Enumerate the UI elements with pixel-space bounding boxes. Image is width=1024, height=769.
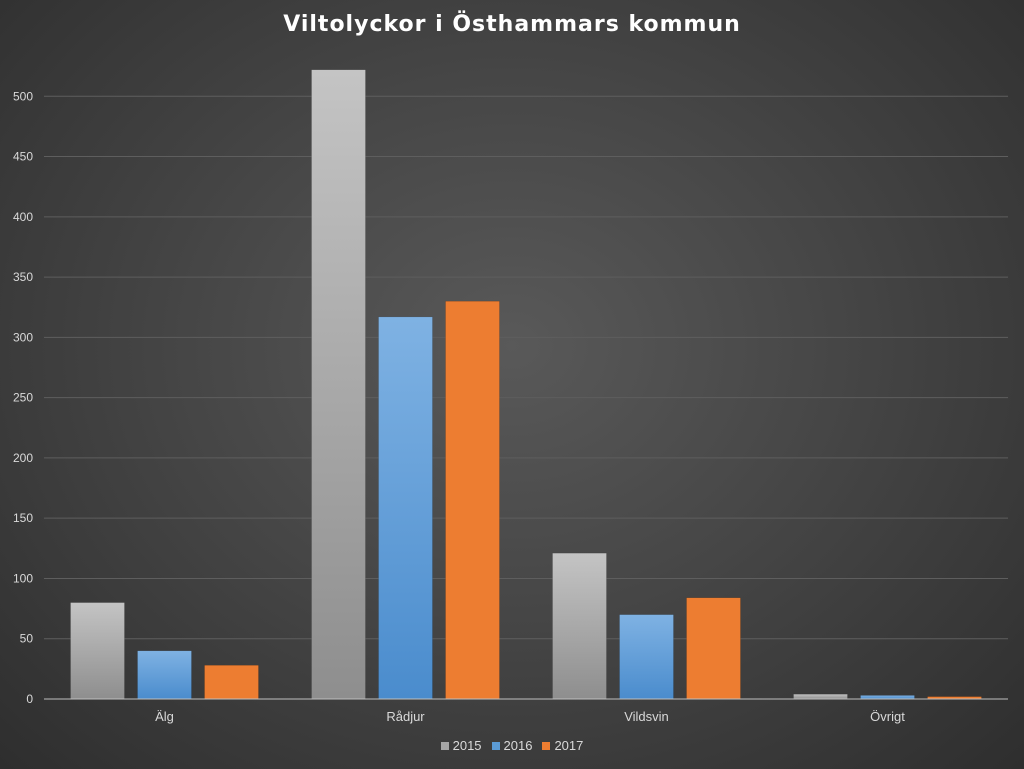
legend-label: 2015	[452, 738, 482, 753]
bars	[70, 69, 982, 700]
legend-swatch	[491, 741, 500, 750]
bar-2017-1	[445, 300, 500, 700]
bar-2015-1	[311, 69, 366, 700]
category-labels: Älg Rådjur Vildsvin Övrigt	[155, 709, 905, 724]
legend-item: 2016	[491, 738, 533, 753]
y-tick-label: 0	[26, 692, 33, 706]
y-tick-label: 150	[13, 511, 33, 525]
y-tick-label: 250	[13, 391, 33, 405]
y-tick-label: 400	[13, 210, 33, 224]
legend: 2015 2016 2017	[0, 738, 1024, 753]
bar-2016-3	[860, 695, 915, 700]
legend-item: 2017	[542, 738, 583, 753]
bar-2015-2	[552, 552, 607, 700]
y-tick-label: 300	[13, 330, 33, 344]
bar-2017-0	[204, 664, 259, 700]
bar-2015-0	[70, 602, 125, 700]
category-label: Övrigt	[870, 709, 905, 724]
chart-title: Viltolyckor i Östhammars kommun	[283, 12, 741, 37]
legend-label: 2016	[503, 738, 533, 753]
category-label: Vildsvin	[624, 709, 669, 724]
category-label: Rådjur	[386, 709, 425, 724]
category-label: Älg	[155, 709, 174, 724]
y-tick-label: 100	[13, 571, 33, 585]
gridlines	[44, 95, 1008, 640]
legend-swatch	[440, 741, 449, 750]
y-axis-ticks: 0 50 100 150 200 250 300 350 400 450 500	[13, 89, 33, 706]
bar-2017-2	[686, 597, 741, 700]
y-tick-label: 50	[20, 632, 34, 646]
bar-2016-2	[619, 614, 674, 700]
y-tick-label: 450	[13, 150, 33, 164]
bar-2016-1	[378, 316, 433, 700]
legend-item: 2015	[440, 738, 482, 753]
bar-2016-0	[137, 650, 192, 700]
bar-2015-3	[793, 693, 848, 700]
y-tick-label: 200	[13, 451, 33, 465]
y-tick-label: 500	[13, 89, 33, 103]
legend-label: 2017	[554, 738, 584, 753]
y-tick-label: 350	[13, 270, 33, 284]
legend-swatch	[542, 741, 551, 750]
